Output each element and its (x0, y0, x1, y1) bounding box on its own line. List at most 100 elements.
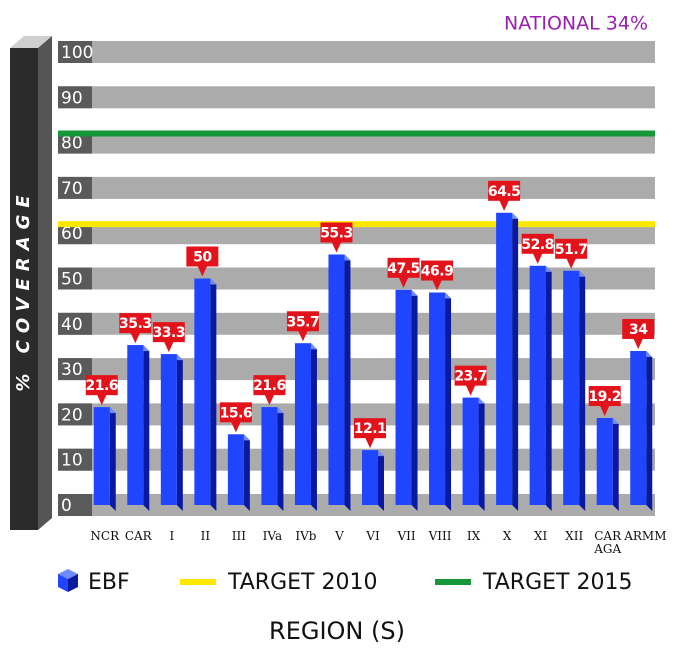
legend-label: TARGET 2010 (227, 570, 377, 595)
label-box (421, 260, 454, 281)
y-tick-label: 20 (61, 405, 83, 425)
bar (529, 265, 546, 505)
label-pointer (499, 199, 510, 211)
data-label: 33.3 (153, 325, 186, 341)
y-tick-label: 0 (61, 496, 72, 516)
data-label: 21.6 (85, 378, 118, 394)
bar-side (378, 450, 384, 511)
y-tick-label: 40 (61, 315, 83, 335)
data-label: 12.1 (354, 421, 387, 437)
data-label: 64.5 (488, 184, 521, 200)
label-pointer (331, 241, 342, 253)
x-tick-label: II (200, 529, 211, 543)
bar (127, 345, 144, 505)
bar (596, 418, 613, 505)
bar-side (176, 354, 183, 511)
bar (462, 397, 479, 505)
bar-side (545, 265, 552, 511)
data-label: 47.5 (387, 261, 420, 277)
label-pointer (96, 394, 107, 406)
label-box (387, 257, 420, 278)
label-pointer (398, 276, 409, 288)
label-pointer (130, 332, 141, 344)
label-box (219, 402, 252, 423)
bar-side (143, 345, 150, 511)
label-box (152, 322, 185, 343)
label-box (253, 375, 286, 396)
tick-box (58, 358, 92, 381)
y-tick-label: 100 (61, 43, 93, 63)
y-tick-label: 30 (61, 360, 83, 380)
data-label: 21.6 (253, 378, 286, 394)
grid-band (58, 41, 655, 63)
bar-side (344, 254, 351, 511)
bar (160, 354, 177, 505)
tick-box (58, 494, 92, 516)
x-tick-label: I (169, 529, 175, 543)
label-box (622, 318, 655, 339)
tick-box (58, 403, 92, 426)
bar (630, 350, 647, 505)
label-box (555, 238, 588, 259)
data-label: 23.7 (454, 369, 487, 385)
data-label: 55.3 (320, 225, 353, 241)
bar (496, 212, 513, 505)
label-box (119, 313, 152, 334)
bar (261, 407, 278, 505)
grid-band (58, 86, 655, 109)
label-box (588, 386, 621, 407)
x-tick-label: IVb (295, 529, 317, 543)
legend-swatch-side (68, 574, 78, 592)
data-label: 19.2 (588, 389, 621, 405)
x-tick-label: III (231, 529, 246, 543)
x-tick-label: ARMM (624, 529, 667, 543)
data-label: 51.7 (555, 242, 588, 258)
data-label: 15.6 (220, 405, 253, 421)
legend-label: TARGET 2015 (482, 570, 632, 595)
bar (93, 407, 110, 505)
bar (227, 434, 244, 505)
label-box (488, 180, 521, 201)
label-pointer (230, 421, 241, 433)
bar-side (277, 407, 284, 511)
bar (328, 254, 345, 505)
data-label: 46.9 (421, 264, 454, 280)
tick-box (58, 222, 92, 245)
tick-box (58, 41, 92, 63)
bar (563, 270, 580, 505)
label-pointer (633, 337, 644, 349)
grid-band (58, 131, 655, 154)
y-axis-title: % COVERAGE (13, 188, 34, 391)
bar (294, 343, 311, 505)
x-tick-label: IVa (262, 529, 283, 543)
label-pointer (599, 405, 610, 417)
label-box (186, 246, 219, 267)
y-tick-label: 90 (61, 88, 83, 108)
label-pointer (297, 330, 308, 342)
x-tick-label: VII (397, 529, 416, 543)
y-tick-label: 50 (61, 270, 83, 290)
x-tick-label: XII (565, 529, 584, 543)
y-tick-label: 70 (61, 179, 83, 199)
x-tick-label: V (335, 529, 344, 543)
bar-side (612, 418, 619, 511)
tick-box (58, 448, 92, 471)
bar-side (646, 350, 653, 511)
label-pointer (432, 279, 443, 291)
label-box (85, 375, 118, 396)
label-pointer (566, 257, 577, 269)
x-tick-label: VIII (428, 529, 452, 543)
bar-side (579, 270, 586, 511)
legend-label: EBF (88, 570, 130, 595)
tick-box (58, 86, 92, 109)
bar-side (445, 292, 452, 511)
bar (362, 450, 378, 505)
bar-side (411, 289, 418, 511)
tick-box (58, 131, 92, 154)
axis-pillar (10, 48, 38, 530)
x-tick-label: IX (466, 529, 481, 543)
label-pointer (197, 265, 208, 277)
data-label: 35.3 (119, 316, 152, 332)
label-pointer (163, 341, 174, 353)
